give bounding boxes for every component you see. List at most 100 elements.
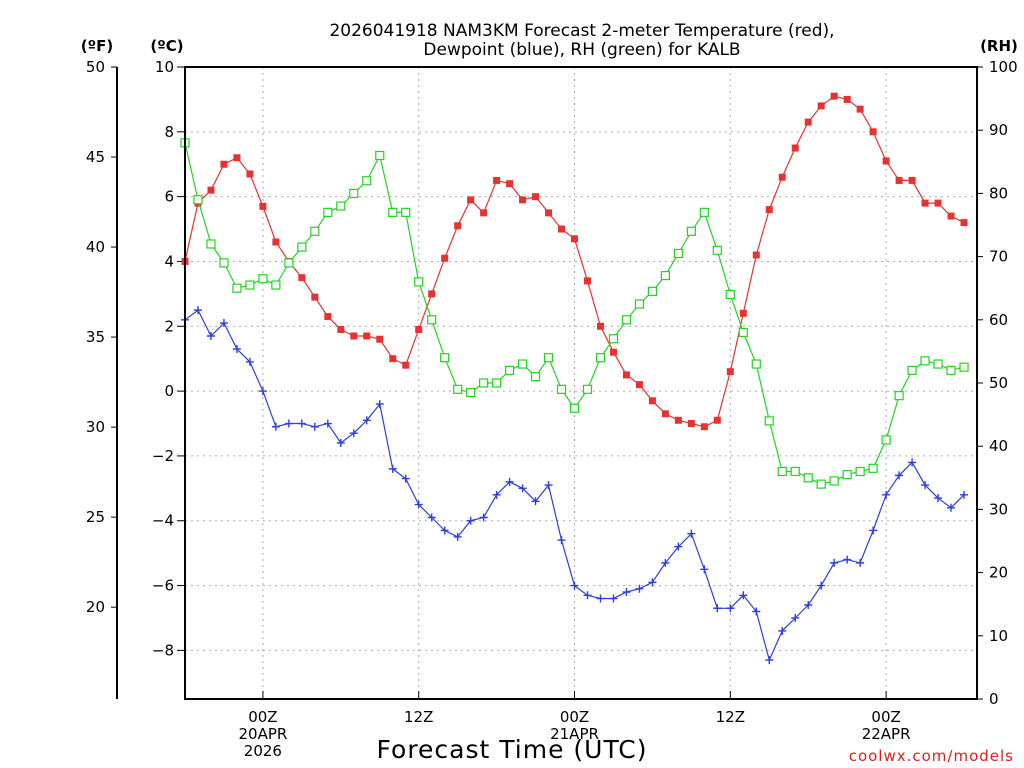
data-point [271, 280, 281, 290]
f-tick-label: 50 [86, 58, 105, 76]
data-point [817, 581, 826, 590]
data-point [934, 199, 942, 207]
data-point [401, 207, 411, 217]
data-point [635, 584, 644, 593]
data-point [751, 359, 761, 369]
data-point [765, 206, 773, 214]
data-point [206, 239, 216, 249]
data-point [246, 170, 254, 178]
x-tick-label: 22APR [862, 725, 911, 743]
data-point [583, 591, 592, 600]
data-point [531, 497, 540, 506]
data-point [349, 429, 358, 438]
data-point [582, 384, 593, 394]
data-point [752, 607, 761, 616]
data-point [765, 656, 774, 665]
data-point [245, 357, 254, 366]
data-point [258, 387, 267, 396]
chart-title-line2: Dewpoint (blue), RH (green) for KALB [423, 40, 740, 60]
data-point [596, 322, 604, 330]
data-point [505, 477, 514, 486]
x-tick-label: 12Z [716, 708, 745, 726]
data-point [492, 378, 502, 388]
data-point [739, 591, 748, 600]
f-tick-label: 45 [86, 148, 105, 166]
data-point [856, 105, 864, 113]
x-axis-label: Forecast Time (UTC) [377, 735, 648, 764]
c-tick-label: 8 [164, 123, 174, 141]
data-point [752, 251, 760, 259]
rh-tick-label: 60 [989, 311, 1008, 329]
x-tick-label: 00Z [871, 708, 900, 726]
data-point [791, 144, 799, 152]
data-point [934, 494, 943, 503]
data-point [791, 613, 800, 622]
data-point [219, 258, 229, 268]
data-point [479, 513, 488, 522]
rh-tick-label: 20 [989, 564, 1008, 582]
data-point [311, 293, 319, 301]
data-point [310, 226, 320, 236]
data-point [479, 378, 489, 388]
data-point [921, 199, 929, 207]
data-point [245, 280, 255, 290]
x-tick-label: 21APR [550, 725, 599, 743]
data-point [543, 353, 554, 363]
data-point [947, 503, 956, 512]
data-point [687, 420, 695, 428]
data-point [869, 128, 877, 136]
data-point [816, 479, 826, 489]
rh-tick-label: 70 [989, 248, 1008, 266]
data-point [517, 359, 528, 369]
data-point [648, 397, 656, 405]
data-point [713, 604, 722, 613]
f-tick-label: 20 [86, 598, 105, 616]
data-point [310, 422, 319, 431]
c-tick-label: 0 [164, 382, 174, 400]
data-point [648, 578, 657, 587]
chart-title: 2026041918 NAM3KM Forecast 2-meter Tempe… [329, 21, 834, 60]
f-tick-label: 25 [86, 508, 105, 526]
data-point [596, 594, 605, 603]
rh-tick-label: 100 [989, 58, 1018, 76]
data-point [571, 235, 579, 243]
data-point [336, 438, 345, 447]
data-point [493, 176, 501, 184]
data-point [583, 277, 591, 285]
gridlines [185, 66, 977, 699]
data-point [492, 490, 501, 499]
data-point [817, 102, 825, 110]
data-point [349, 188, 359, 198]
x-tick-label: 2026 [244, 742, 282, 760]
data-point [778, 626, 787, 635]
data-point [557, 536, 566, 545]
celsius-unit-label: (ºC) [150, 37, 183, 55]
data-point [298, 274, 306, 282]
x-tick-label: 00Z [560, 708, 589, 726]
data-point [518, 484, 527, 493]
data-point [362, 416, 371, 425]
data-point [609, 348, 617, 356]
data-point [829, 476, 839, 486]
data-point [661, 558, 670, 567]
data-point [700, 423, 708, 431]
data-point [855, 466, 865, 477]
data-point [193, 195, 203, 205]
data-point [686, 226, 696, 236]
data-point [673, 248, 683, 259]
data-point [830, 92, 838, 100]
data-point [427, 513, 436, 522]
data-point [453, 532, 462, 541]
data-point [907, 365, 917, 375]
data-point [569, 403, 580, 413]
data-point [545, 209, 553, 217]
data-point [376, 335, 384, 343]
data-point [842, 470, 852, 480]
data-point [894, 391, 904, 401]
data-point [389, 355, 397, 363]
data-point [206, 332, 215, 341]
data-point [272, 238, 280, 246]
fahrenheit-axis: 50 45 40 35 30 25 20 [86, 58, 118, 699]
data-point [414, 500, 423, 509]
data-point [323, 207, 333, 217]
